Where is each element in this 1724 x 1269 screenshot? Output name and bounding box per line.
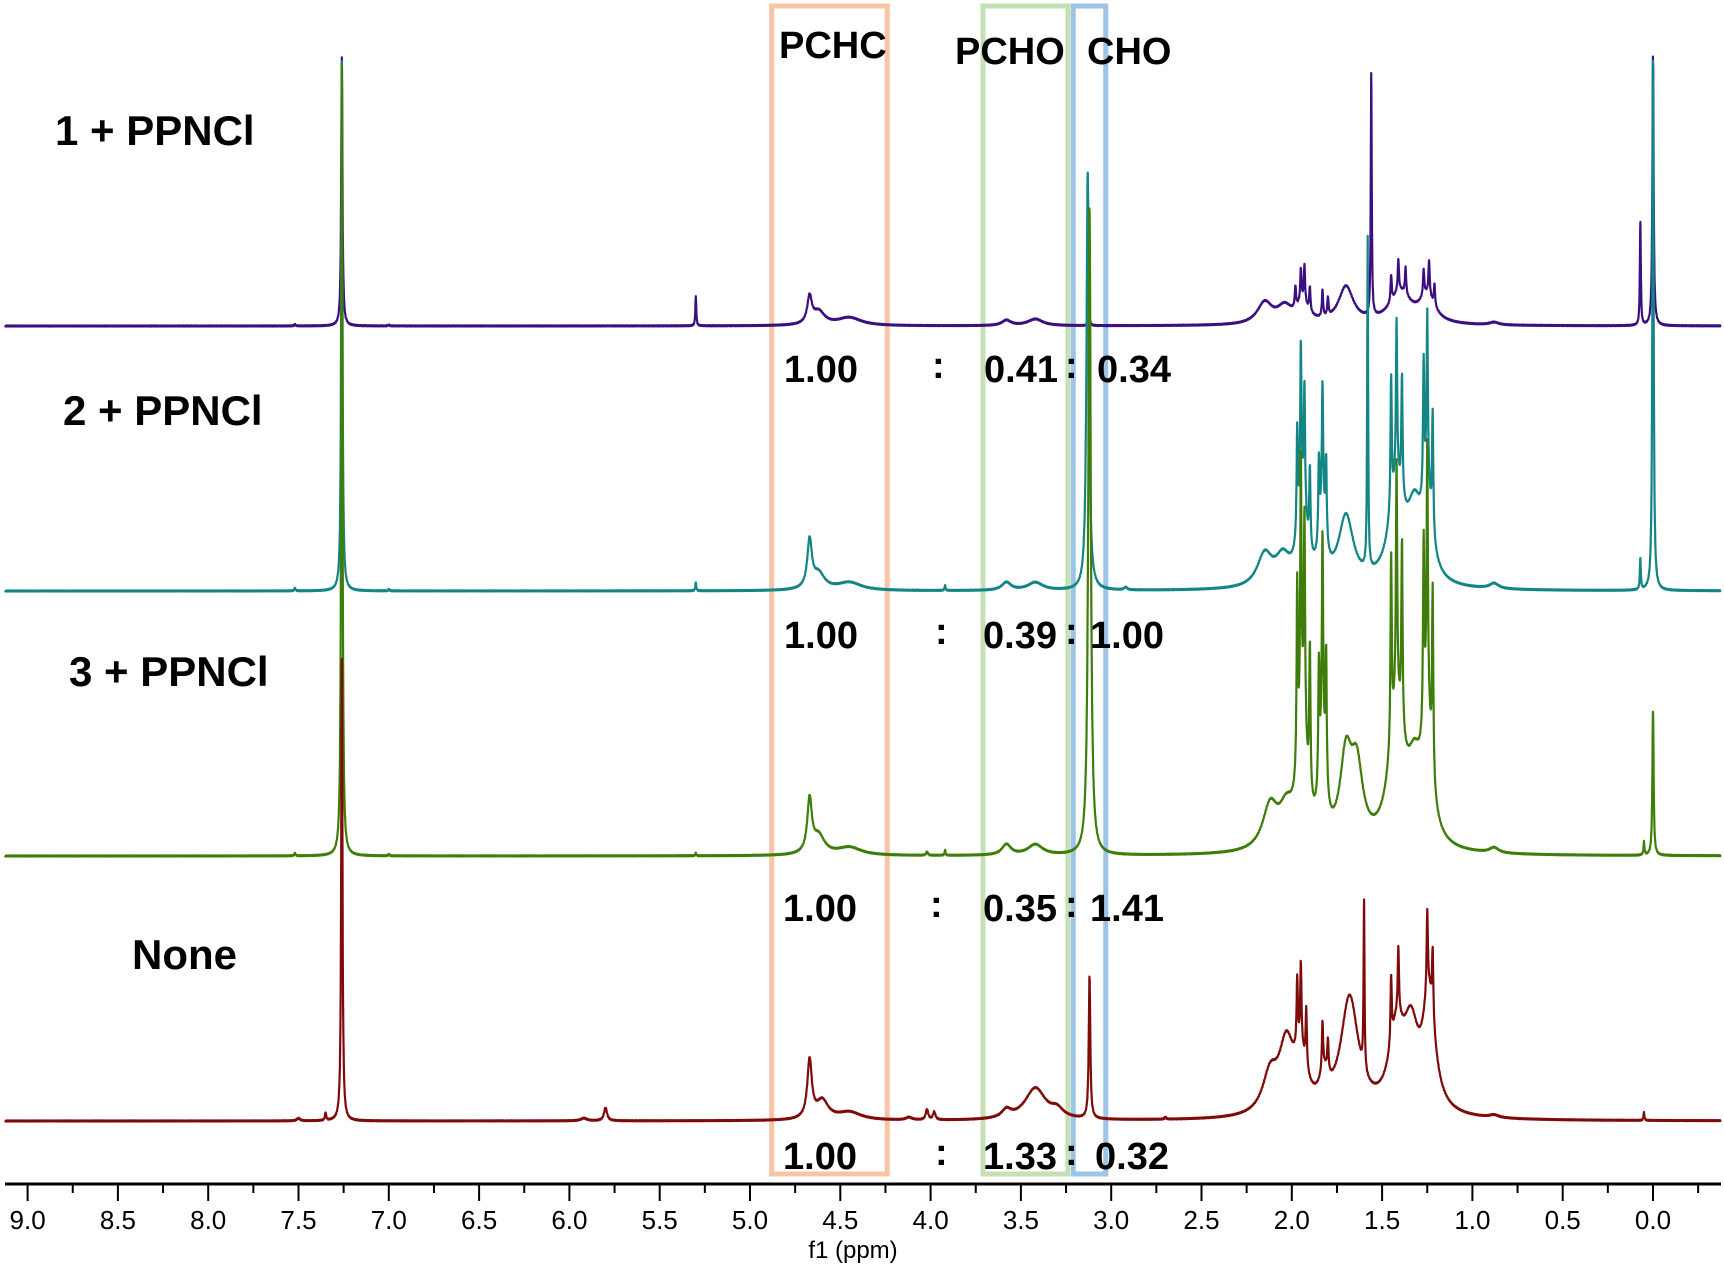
spectrum-labels: 1 + PPNCl 2 + PPNCl 3 + PPNCl None: [55, 107, 269, 978]
x-tick-label: 6.5: [461, 1205, 497, 1235]
x-tick-label: 7.5: [280, 1205, 316, 1235]
integral-separator: :: [1065, 345, 1078, 387]
spectrum-line-3: [4, 64, 1722, 858]
integral-value: 0.39: [983, 615, 1057, 657]
x-tick-label: 3.5: [1003, 1205, 1039, 1235]
integral-value: 1.41: [1090, 888, 1164, 930]
x-tick-label: 4.5: [822, 1205, 858, 1235]
integral-separator: :: [935, 1132, 948, 1174]
spectrum-line-2: [4, 59, 1722, 593]
x-tick-label: 0.5: [1545, 1205, 1581, 1235]
integral-value: 1.00: [783, 1136, 857, 1178]
x-tick-label: 8.5: [100, 1205, 136, 1235]
integral-separator: :: [1065, 1132, 1078, 1174]
integral-value: 0.32: [1095, 1136, 1169, 1178]
spectrum-label: 2 + PPNCl: [63, 387, 263, 434]
region-label-cho: CHO: [1087, 31, 1171, 73]
integral-value: 0.41: [984, 349, 1058, 391]
x-tick-label: 5.0: [732, 1205, 768, 1235]
integral-value: 1.00: [784, 615, 858, 657]
x-tick-label: 2.0: [1274, 1205, 1310, 1235]
region-label-pchc: PCHC: [779, 25, 887, 67]
spectrum-label: 1 + PPNCl: [55, 107, 255, 154]
integral-value: 0.34: [1097, 349, 1171, 391]
integral-separator: :: [930, 884, 943, 926]
region-box-cho: [1070, 3, 1109, 1177]
integral-separator: :: [932, 345, 945, 387]
spectrum-line-1: [4, 55, 1722, 328]
x-tick-label: 6.0: [551, 1205, 587, 1235]
integral-separator: :: [1065, 884, 1078, 926]
integral-value: 1.00: [784, 349, 858, 391]
integral-value: 1.00: [783, 888, 857, 930]
x-axis: 9.0 8.5 8.0 7.5 7.0 6.5 6.0 5.5 5.0 4.5 4.0 3.5 3.0 2…: [5, 1182, 1721, 1235]
integral-values: 1.00 0.41 0.34::1.00 0.39 1.00::1.00 0.35 1.41…: [783, 345, 1171, 1178]
spectrum-label: 3 + PPNCl: [69, 648, 269, 695]
integral-value: 1.33: [983, 1136, 1057, 1178]
x-tick-label: 8.0: [190, 1205, 226, 1235]
spectrum-line-4: [4, 658, 1722, 1123]
x-axis-label: f1 (ppm): [808, 1237, 897, 1264]
x-tick-label: 0.0: [1635, 1205, 1671, 1235]
integral-value: 0.35: [983, 888, 1057, 930]
x-tick-label: 4.0: [913, 1205, 949, 1235]
integral-value: 1.00: [1090, 615, 1164, 657]
x-tick-label: 1.5: [1364, 1205, 1400, 1235]
integral-separator: :: [1065, 611, 1078, 653]
x-tick-label: 1.0: [1454, 1205, 1490, 1235]
integral-separator: :: [935, 611, 948, 653]
x-tick-label: 2.5: [1183, 1205, 1219, 1235]
spectrum-label: None: [132, 931, 237, 978]
x-tick-label: 3.0: [1093, 1205, 1129, 1235]
region-label-pcho: PCHO: [955, 31, 1065, 73]
x-tick-label: 7.0: [371, 1205, 407, 1235]
x-tick-label: 5.5: [642, 1205, 678, 1235]
spectra: [4, 55, 1722, 1123]
x-tick-label: 9.0: [10, 1205, 46, 1235]
